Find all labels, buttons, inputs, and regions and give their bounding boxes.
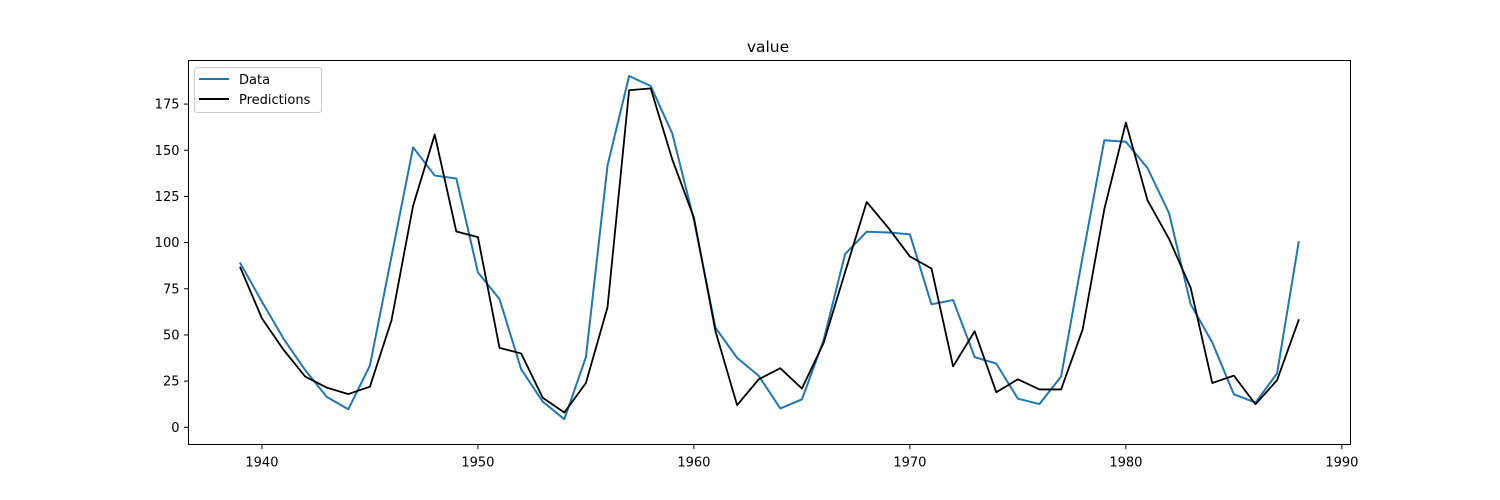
- chart-title: value: [747, 38, 789, 56]
- y-tick-label-25: 25: [163, 375, 180, 390]
- y-tick-label-50: 50: [163, 328, 180, 343]
- legend-label-predictions: Predictions: [239, 93, 311, 108]
- y-tick-label-0: 0: [171, 421, 179, 436]
- y-tick-label-75: 75: [163, 282, 180, 297]
- plot-area: [188, 60, 1351, 445]
- legend-label-data: Data: [239, 73, 270, 88]
- x-tick-label-1950: 1950: [461, 456, 494, 471]
- x-tick-label-1970: 1970: [893, 456, 926, 471]
- y-tick-label-175: 175: [155, 98, 180, 113]
- series-line-predictions: [239, 87, 1300, 414]
- x-tick-label-1980: 1980: [1109, 456, 1142, 471]
- x-tick-label-1960: 1960: [677, 456, 710, 471]
- legend: Data Predictions: [194, 67, 322, 113]
- y-axis: 0 25 50 75 100 125 150 175: [155, 98, 189, 436]
- y-tick-label-125: 125: [155, 190, 180, 205]
- x-tick-label-1990: 1990: [1325, 456, 1358, 471]
- y-tick-label-100: 100: [155, 236, 180, 251]
- x-tick-label-1940: 1940: [245, 456, 278, 471]
- x-axis: 1940 1950 1960 1970 1980 1990: [245, 444, 1358, 471]
- series-layer: [238, 75, 1300, 421]
- series-line-data: [238, 75, 1300, 421]
- y-tick-label-150: 150: [155, 144, 180, 159]
